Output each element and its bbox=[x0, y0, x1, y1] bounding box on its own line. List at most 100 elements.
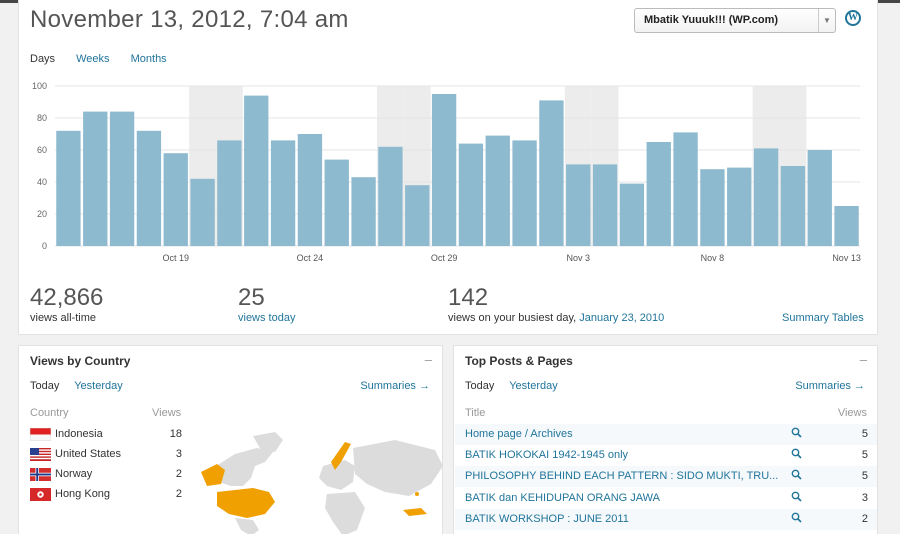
bar bbox=[297, 134, 323, 246]
y-tick-label: 100 bbox=[32, 81, 47, 91]
summaries-link[interactable]: Summaries → bbox=[360, 380, 430, 392]
col-views: Views bbox=[152, 407, 182, 419]
magnifier-icon[interactable] bbox=[791, 427, 802, 438]
bar bbox=[673, 132, 698, 246]
country-name: Indonesia bbox=[55, 428, 103, 440]
table-row: PHILOSOPHY BEHIND EACH PATTERN : SIDO MU… bbox=[455, 466, 877, 487]
bar bbox=[727, 167, 752, 246]
map-hong-kong bbox=[415, 492, 419, 496]
col-views: Views bbox=[837, 407, 867, 419]
bar bbox=[834, 206, 859, 246]
collapse-icon[interactable]: – bbox=[424, 352, 432, 367]
bar bbox=[619, 183, 645, 246]
y-tick-label: 20 bbox=[37, 209, 47, 219]
tab-yesterday[interactable]: Yesterday bbox=[509, 380, 558, 392]
tab-days[interactable]: Days bbox=[30, 53, 56, 65]
stat-busiest-value: 142 bbox=[448, 284, 489, 311]
magnifier-icon[interactable] bbox=[791, 512, 802, 523]
bar bbox=[136, 130, 162, 246]
stat-all-time: 42,866 views all-time bbox=[30, 284, 104, 325]
post-title-link[interactable]: Home page / Archives bbox=[465, 428, 573, 440]
country-name: Norway bbox=[55, 468, 93, 480]
tab-yesterday[interactable]: Yesterday bbox=[74, 380, 123, 392]
bar bbox=[351, 177, 376, 246]
map-greenland bbox=[253, 432, 283, 452]
bar bbox=[485, 135, 510, 246]
magnifier-icon[interactable] bbox=[791, 491, 802, 502]
bar bbox=[405, 185, 430, 246]
list-item: United States 3 bbox=[30, 445, 182, 465]
bar bbox=[807, 150, 832, 246]
bar bbox=[780, 166, 806, 246]
top-posts-box: Top Posts & Pages – Today Yesterday Summ… bbox=[453, 345, 878, 534]
list-item: Hong Kong 2 bbox=[30, 485, 182, 505]
box-title: Top Posts & Pages bbox=[465, 354, 573, 368]
stat-today-value: 25 bbox=[238, 284, 265, 311]
table-row: BATIK dan KEHIDUPAN ORANG JAWA 3 bbox=[455, 488, 877, 509]
map-asia bbox=[353, 440, 443, 496]
blog-select-value: Mbatik Yuuuk!!! (WP.com) bbox=[644, 14, 779, 26]
post-title-link[interactable]: BATIK HOKOKAI 1942-1945 only bbox=[465, 449, 629, 461]
views-today-link[interactable]: views today bbox=[238, 312, 296, 324]
stat-busiest-label: views on your busiest day, bbox=[448, 312, 577, 324]
indonesia-flag-icon bbox=[30, 428, 51, 441]
magnifier-icon[interactable] bbox=[791, 469, 802, 480]
bar bbox=[244, 95, 269, 246]
col-title: Title bbox=[465, 407, 486, 419]
y-tick-label: 40 bbox=[37, 177, 47, 187]
map-north-america bbox=[213, 448, 273, 486]
period-tabs: Days Weeks Months bbox=[30, 53, 185, 65]
bar bbox=[566, 164, 591, 246]
post-title-link[interactable]: BATIK WORKSHOP : JUNE 2011 bbox=[465, 513, 629, 525]
country-views: 2 bbox=[175, 488, 182, 500]
x-tick-label: Nov 13 bbox=[832, 253, 861, 263]
collapse-icon[interactable]: – bbox=[859, 352, 867, 367]
table-row: Home page / Archives 5 bbox=[455, 424, 877, 445]
bar bbox=[324, 159, 349, 246]
col-country: Country bbox=[30, 407, 69, 419]
country-views: 2 bbox=[175, 468, 182, 480]
stat-today: 25 views today bbox=[238, 284, 296, 325]
chevron-down-icon[interactable]: ▼ bbox=[818, 9, 835, 32]
table-row: BATIK HOKOKAI 1942-1945 only 5 bbox=[455, 445, 877, 466]
table-row: BATIK WORKSHOP : JUNE 2011 2 bbox=[455, 509, 877, 530]
post-title-link[interactable]: PHILOSOPHY BEHIND EACH PATTERN : SIDO MU… bbox=[465, 470, 779, 482]
bar bbox=[190, 178, 215, 246]
wordpress-logo-icon[interactable]: W bbox=[845, 10, 861, 26]
x-tick-label: Oct 24 bbox=[297, 253, 324, 263]
bar bbox=[83, 111, 108, 246]
blog-select[interactable]: Mbatik Yuuuk!!! (WP.com) ▼ bbox=[634, 8, 836, 33]
x-tick-label: Oct 29 bbox=[431, 253, 458, 263]
bar bbox=[512, 140, 537, 246]
summary-tables-link[interactable]: Summary Tables bbox=[782, 312, 864, 324]
norway-flag-icon bbox=[30, 468, 51, 481]
bar bbox=[270, 140, 296, 246]
post-views: 5 bbox=[861, 449, 868, 461]
magnifier-icon[interactable] bbox=[791, 448, 802, 459]
country-name: Hong Kong bbox=[55, 488, 111, 500]
busiest-day-link[interactable]: January 23, 2010 bbox=[579, 312, 665, 324]
post-views: 2 bbox=[861, 513, 868, 525]
tab-today[interactable]: Today bbox=[30, 380, 60, 392]
bar bbox=[539, 100, 564, 247]
y-tick-label: 60 bbox=[37, 145, 47, 155]
x-tick-label: Nov 8 bbox=[701, 253, 725, 263]
list-item: Norway 2 bbox=[30, 465, 182, 485]
y-tick-label: 80 bbox=[37, 113, 47, 123]
country-views: 18 bbox=[169, 428, 182, 440]
views-by-country-box: Views by Country – Today Yesterday Summa… bbox=[18, 345, 443, 534]
post-title-link[interactable]: BATIK dan KEHIDUPAN ORANG JAWA bbox=[465, 492, 660, 504]
map-central-america bbox=[235, 518, 259, 534]
map-usa bbox=[217, 488, 275, 518]
map-africa bbox=[325, 492, 365, 534]
summaries-link[interactable]: Summaries → bbox=[795, 380, 865, 392]
x-tick-label: Oct 19 bbox=[162, 253, 189, 263]
map-norway bbox=[331, 442, 351, 470]
tab-weeks[interactable]: Weeks bbox=[76, 53, 110, 65]
tab-months[interactable]: Months bbox=[130, 53, 167, 65]
stat-all-time-value: 42,866 bbox=[30, 284, 104, 311]
y-tick-label: 0 bbox=[42, 241, 47, 251]
bar bbox=[458, 143, 484, 246]
tab-today[interactable]: Today bbox=[465, 380, 495, 392]
world-map bbox=[201, 432, 443, 534]
